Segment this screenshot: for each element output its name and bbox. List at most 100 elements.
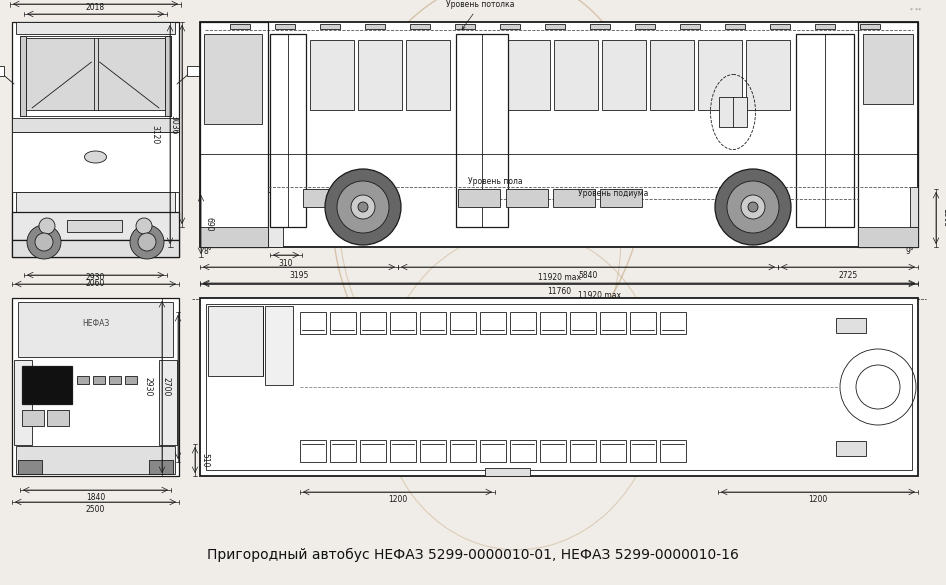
Bar	[109, 376, 121, 384]
Bar	[265, 306, 293, 385]
Circle shape	[727, 181, 779, 233]
Bar	[360, 312, 386, 334]
Bar	[796, 34, 854, 227]
Bar	[450, 440, 476, 462]
Text: Уровень потолка: Уровень потолка	[446, 0, 515, 29]
Bar	[630, 440, 656, 462]
Text: 690: 690	[204, 217, 214, 232]
Bar	[390, 312, 416, 334]
Circle shape	[325, 169, 401, 245]
Bar	[159, 360, 177, 445]
Bar	[16, 446, 175, 474]
Bar	[330, 312, 356, 334]
Text: 2700: 2700	[162, 377, 170, 397]
Bar	[545, 24, 565, 29]
Circle shape	[35, 233, 53, 251]
Bar	[420, 312, 446, 334]
Bar	[300, 312, 326, 334]
Bar	[365, 24, 385, 29]
Bar	[836, 318, 866, 333]
Bar	[18, 302, 173, 357]
Bar	[500, 24, 520, 29]
Text: 11760: 11760	[547, 287, 571, 295]
Bar	[863, 34, 913, 104]
Text: 1840: 1840	[86, 494, 105, 503]
Bar	[858, 227, 918, 247]
Bar	[187, 66, 201, 76]
Bar	[12, 22, 179, 257]
Bar	[455, 24, 475, 29]
Bar	[798, 40, 842, 110]
Bar	[303, 189, 348, 207]
Bar	[0, 66, 4, 76]
Bar	[770, 24, 790, 29]
Bar	[719, 97, 747, 127]
Text: 3120: 3120	[150, 125, 160, 144]
Bar	[406, 40, 450, 110]
Text: 11920 max: 11920 max	[577, 291, 621, 300]
Text: 510: 510	[201, 453, 209, 467]
Bar	[450, 312, 476, 334]
Bar	[725, 24, 745, 29]
Text: 2500: 2500	[86, 505, 105, 514]
Circle shape	[741, 195, 765, 219]
Bar	[910, 187, 918, 227]
Circle shape	[358, 202, 368, 212]
Bar	[506, 40, 550, 110]
Bar	[200, 298, 918, 476]
Text: 2930: 2930	[144, 377, 152, 397]
Text: ИНАМИКА 76: ИНАМИКА 76	[264, 381, 876, 459]
Bar	[200, 22, 918, 247]
Bar	[570, 440, 596, 462]
Bar	[570, 312, 596, 334]
Bar	[660, 312, 686, 334]
Text: 8°: 8°	[203, 246, 212, 256]
Bar	[20, 36, 26, 116]
Bar	[270, 40, 306, 110]
Bar	[360, 440, 386, 462]
Bar	[485, 468, 530, 476]
Bar	[858, 22, 918, 247]
Text: 11920 max: 11920 max	[537, 274, 581, 283]
Bar	[204, 34, 262, 124]
Bar	[554, 40, 598, 110]
Bar	[300, 440, 326, 462]
Bar	[660, 440, 686, 462]
Bar	[510, 312, 536, 334]
Bar	[410, 24, 430, 29]
Bar	[14, 360, 32, 445]
Bar	[600, 312, 626, 334]
Text: 2980: 2980	[86, 0, 105, 2]
Bar	[165, 36, 171, 116]
Bar	[815, 24, 835, 29]
Bar	[420, 440, 446, 462]
Circle shape	[748, 202, 758, 212]
Text: Уровень подиума: Уровень подиума	[578, 188, 648, 198]
Bar	[200, 22, 268, 247]
Bar	[26, 38, 165, 110]
Bar	[480, 312, 506, 334]
Bar	[590, 24, 610, 29]
Bar	[208, 306, 263, 376]
Bar	[12, 240, 179, 257]
Bar	[600, 440, 626, 462]
Text: 9°: 9°	[905, 246, 915, 256]
Circle shape	[715, 169, 791, 245]
Text: 2060: 2060	[86, 278, 105, 287]
Bar	[268, 192, 283, 247]
Bar	[230, 24, 250, 29]
Bar	[480, 440, 506, 462]
Bar	[93, 376, 105, 384]
Text: * **: * **	[910, 8, 921, 13]
Bar	[358, 40, 402, 110]
Bar	[630, 312, 656, 334]
Bar	[600, 189, 642, 207]
Text: 2930: 2930	[86, 274, 105, 283]
Text: 2018: 2018	[86, 4, 105, 12]
Bar	[149, 460, 173, 474]
Bar	[836, 441, 866, 456]
Bar	[12, 212, 179, 240]
Bar	[12, 118, 179, 132]
Circle shape	[27, 225, 61, 259]
Bar	[650, 40, 694, 110]
